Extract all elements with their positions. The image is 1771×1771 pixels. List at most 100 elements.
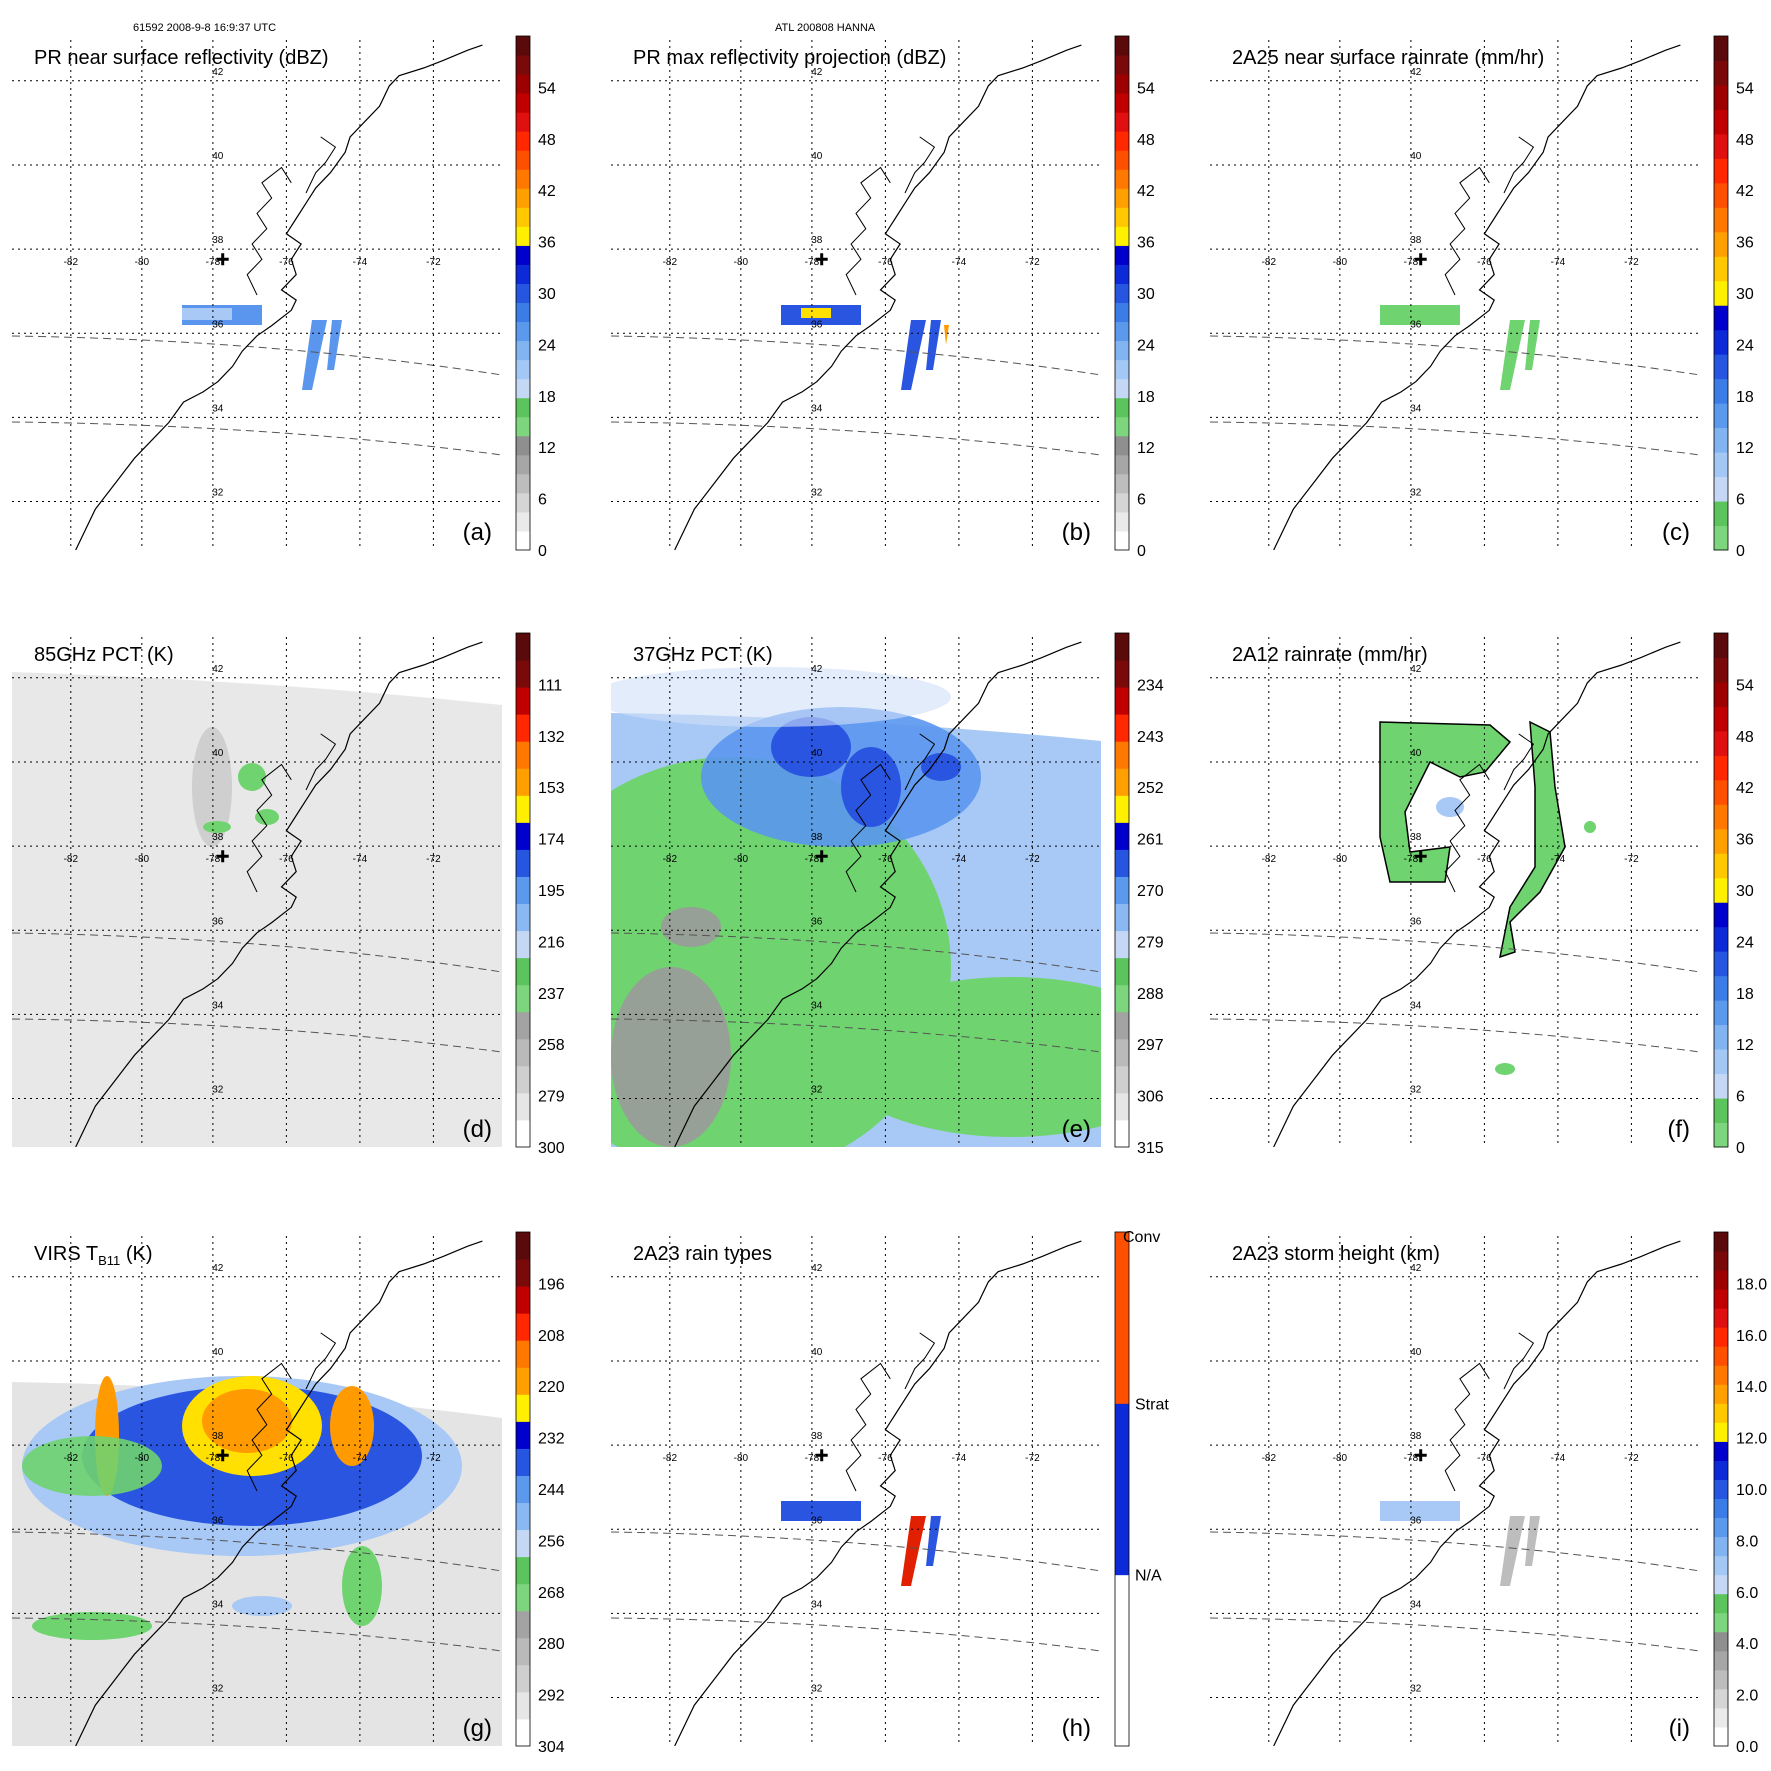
lat-tick-label: 42 — [212, 664, 224, 675]
colorbar-frame — [1713, 632, 1729, 1148]
lon-tick-label: -80 — [734, 257, 749, 268]
colorbar-frame — [1713, 35, 1729, 551]
colorbar-segment — [1714, 354, 1728, 380]
colorbar-segment — [516, 1313, 530, 1341]
colorbar-segment — [1115, 93, 1129, 113]
pr-rain-band — [302, 320, 327, 390]
colorbar-tick-label: 16.0 — [1736, 1328, 1767, 1345]
colorbar-segment — [516, 245, 530, 265]
colorbar-segment — [516, 359, 530, 380]
colorbar-segment — [1714, 1270, 1728, 1290]
lon-tick-label: -82 — [663, 854, 678, 865]
colorbar-tick-label: 2.0 — [1736, 1688, 1758, 1705]
colorbar-segment — [516, 1065, 530, 1094]
colorbar-tick-label: 42 — [1137, 183, 1155, 200]
lat-tick-label: 36 — [811, 1515, 823, 1526]
colorbar-segment — [516, 741, 530, 769]
colorbar-segment — [1714, 804, 1728, 830]
colorbar-segment — [1714, 1122, 1728, 1148]
pr-swath-edge — [12, 932, 502, 973]
colorbar-tick-label: 18 — [1736, 389, 1754, 406]
colorbar-segment — [516, 930, 530, 959]
colorbar-tick-label: 234 — [1137, 677, 1164, 694]
bay-coastline — [904, 1332, 936, 1390]
colorbar-tick-label: 174 — [538, 832, 565, 849]
pr-swath-edge — [12, 421, 502, 456]
colorbar-segment — [516, 473, 530, 494]
lon-tick-label: -76 — [1477, 854, 1492, 865]
hot-land — [611, 967, 731, 1147]
lat-tick-label: 36 — [212, 1515, 224, 1526]
colorbar-segment — [1115, 714, 1129, 742]
lat-tick-label: 40 — [212, 748, 224, 759]
lon-tick-label: -74 — [353, 854, 368, 865]
pr-swath-edge — [611, 1617, 1101, 1652]
lon-tick-label: -78 — [805, 1453, 820, 1464]
lat-tick-label: 40 — [1410, 151, 1422, 162]
colorbar-segment — [1115, 849, 1129, 877]
colorbar-tick-label: 237 — [538, 986, 565, 1003]
lat-tick-label: 32 — [212, 488, 224, 499]
colorbar-tick-label: 288 — [1137, 986, 1164, 1003]
panel-b: 42 40 38 36 34 32 -82 -80 -78 -76 -74 -72 PR max ref… — [611, 35, 1155, 560]
lat-tick-label: 40 — [212, 151, 224, 162]
colorbar-tick-label: N/A — [1135, 1568, 1162, 1585]
colorbar-segment — [516, 1610, 530, 1639]
storm-center-marker — [815, 1449, 828, 1462]
colorbar-tick-label: 54 — [1736, 677, 1754, 694]
ocean-warm-region — [831, 977, 1101, 1137]
lat-tick-label: 32 — [212, 1085, 224, 1096]
colorbar-segment — [1714, 1688, 1728, 1709]
colorbar-segment — [516, 74, 530, 94]
colorbar-segment — [1714, 403, 1728, 429]
colorbar-tick-label: 232 — [538, 1431, 565, 1448]
gmi-rain-ring — [1379, 721, 1512, 883]
colorbar-segment — [516, 150, 530, 170]
colorbar-segment — [516, 530, 530, 551]
pr-rain-band — [926, 320, 941, 370]
colorbar-segment — [516, 633, 530, 661]
colorbar-tick-label: 36 — [1137, 235, 1155, 252]
colorbar-segment — [1714, 305, 1728, 331]
pr-swath-edge — [611, 335, 1101, 376]
colorbar-segment — [516, 188, 530, 208]
colorbar-segment — [1115, 397, 1129, 418]
colorbar-tick-label: 0.0 — [1736, 1739, 1758, 1756]
lon-tick-label: -74 — [952, 854, 967, 865]
colorbar-segment — [516, 876, 530, 905]
colorbar-tick-label: 36 — [1736, 235, 1754, 252]
panel-f: 42 40 38 36 34 32 -82 -80 -78 -76 -74 -72 2A12 rainr… — [1210, 632, 1754, 1157]
pct-green-cell — [238, 763, 266, 791]
colorbar-segment — [1714, 1346, 1728, 1366]
bay-coastline — [246, 166, 292, 296]
colorbar-tick-label: Conv — [1123, 1229, 1160, 1246]
lon-tick-label: -82 — [663, 257, 678, 268]
lat-tick-label: 38 — [1410, 832, 1422, 843]
colorbar-segment — [1115, 1011, 1129, 1040]
storm-center-marker — [815, 253, 828, 266]
pr-rain-band — [1500, 1516, 1525, 1586]
lat-tick-label: 38 — [811, 1431, 823, 1442]
cloud-streak — [342, 1546, 382, 1626]
colorbar-segment — [1714, 1612, 1728, 1633]
colorbar-segment — [1714, 1555, 1728, 1576]
colorbar-tick-label: 196 — [538, 1276, 565, 1293]
panel-title: 2A23 storm height (km) — [1232, 1243, 1440, 1265]
lon-tick-label: -72 — [426, 1453, 441, 1464]
lat-tick-label: 34 — [212, 403, 224, 414]
colorbar-tick-label: 8.0 — [1736, 1533, 1758, 1550]
map-area-h — [611, 1236, 1101, 1746]
lon-tick-label: -82 — [1262, 1453, 1277, 1464]
colorbar-segment — [1115, 169, 1129, 189]
panel-d: 42 40 38 36 34 32 -82 -80 -78 -76 -74 -72 85GHz PCT … — [12, 632, 565, 1157]
pr-rain-band — [901, 1516, 926, 1586]
pr-rain-patch — [1380, 1501, 1460, 1521]
colorbar-segment — [516, 492, 530, 513]
coastline — [75, 641, 483, 1147]
bay-coastline — [246, 1362, 292, 1492]
colorbar-tick-label: 195 — [538, 883, 565, 900]
colorbar-segment — [516, 1664, 530, 1693]
lon-tick-label: -72 — [1025, 854, 1040, 865]
colorbar-segment — [1714, 1098, 1728, 1124]
pr-swath-edge — [611, 932, 1101, 973]
